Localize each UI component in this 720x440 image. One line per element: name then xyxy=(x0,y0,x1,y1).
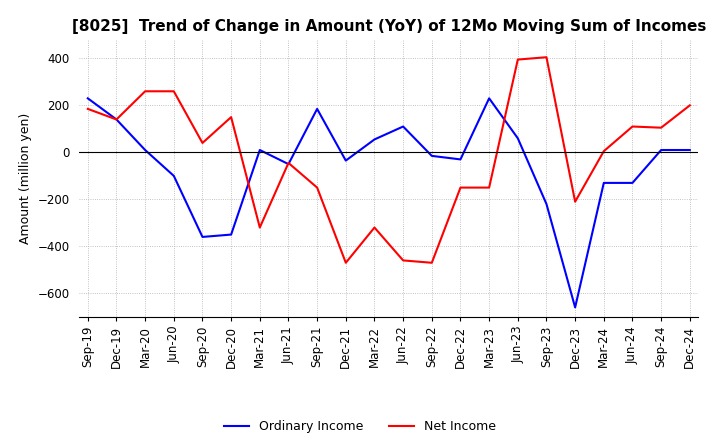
Net Income xyxy=(399,258,408,263)
Net Income xyxy=(312,185,321,190)
Line: Net Income: Net Income xyxy=(88,57,690,263)
Ordinary Income xyxy=(657,147,665,153)
Ordinary Income xyxy=(485,95,493,101)
Title: [8025]  Trend of Change in Amount (YoY) of 12Mo Moving Sum of Incomes: [8025] Trend of Change in Amount (YoY) o… xyxy=(71,19,706,34)
Ordinary Income xyxy=(284,161,293,167)
Ordinary Income xyxy=(227,232,235,237)
Ordinary Income xyxy=(169,173,178,179)
Net Income xyxy=(456,185,465,190)
Net Income xyxy=(600,149,608,154)
Net Income xyxy=(685,103,694,108)
Net Income xyxy=(227,114,235,120)
Net Income xyxy=(428,260,436,265)
Ordinary Income xyxy=(312,106,321,111)
Ordinary Income xyxy=(370,137,379,142)
Net Income xyxy=(571,199,580,204)
Ordinary Income xyxy=(112,117,121,122)
Y-axis label: Amount (million yen): Amount (million yen) xyxy=(19,113,32,244)
Ordinary Income xyxy=(685,147,694,153)
Net Income xyxy=(284,160,293,165)
Net Income xyxy=(628,124,636,129)
Ordinary Income xyxy=(198,234,207,239)
Legend: Ordinary Income, Net Income: Ordinary Income, Net Income xyxy=(220,415,500,438)
Net Income xyxy=(256,225,264,230)
Net Income xyxy=(513,57,522,62)
Net Income xyxy=(370,225,379,230)
Ordinary Income xyxy=(341,158,350,163)
Ordinary Income xyxy=(571,305,580,310)
Line: Ordinary Income: Ordinary Income xyxy=(88,98,690,308)
Net Income xyxy=(112,117,121,122)
Ordinary Income xyxy=(513,136,522,141)
Net Income xyxy=(198,140,207,146)
Net Income xyxy=(84,106,92,111)
Ordinary Income xyxy=(456,157,465,162)
Net Income xyxy=(169,88,178,94)
Net Income xyxy=(542,55,551,60)
Ordinary Income xyxy=(84,95,92,101)
Ordinary Income xyxy=(399,124,408,129)
Net Income xyxy=(485,185,493,190)
Net Income xyxy=(657,125,665,130)
Ordinary Income xyxy=(542,202,551,207)
Net Income xyxy=(141,88,150,94)
Ordinary Income xyxy=(256,147,264,153)
Ordinary Income xyxy=(141,147,150,153)
Net Income xyxy=(341,260,350,265)
Ordinary Income xyxy=(628,180,636,186)
Ordinary Income xyxy=(428,153,436,158)
Ordinary Income xyxy=(600,180,608,186)
